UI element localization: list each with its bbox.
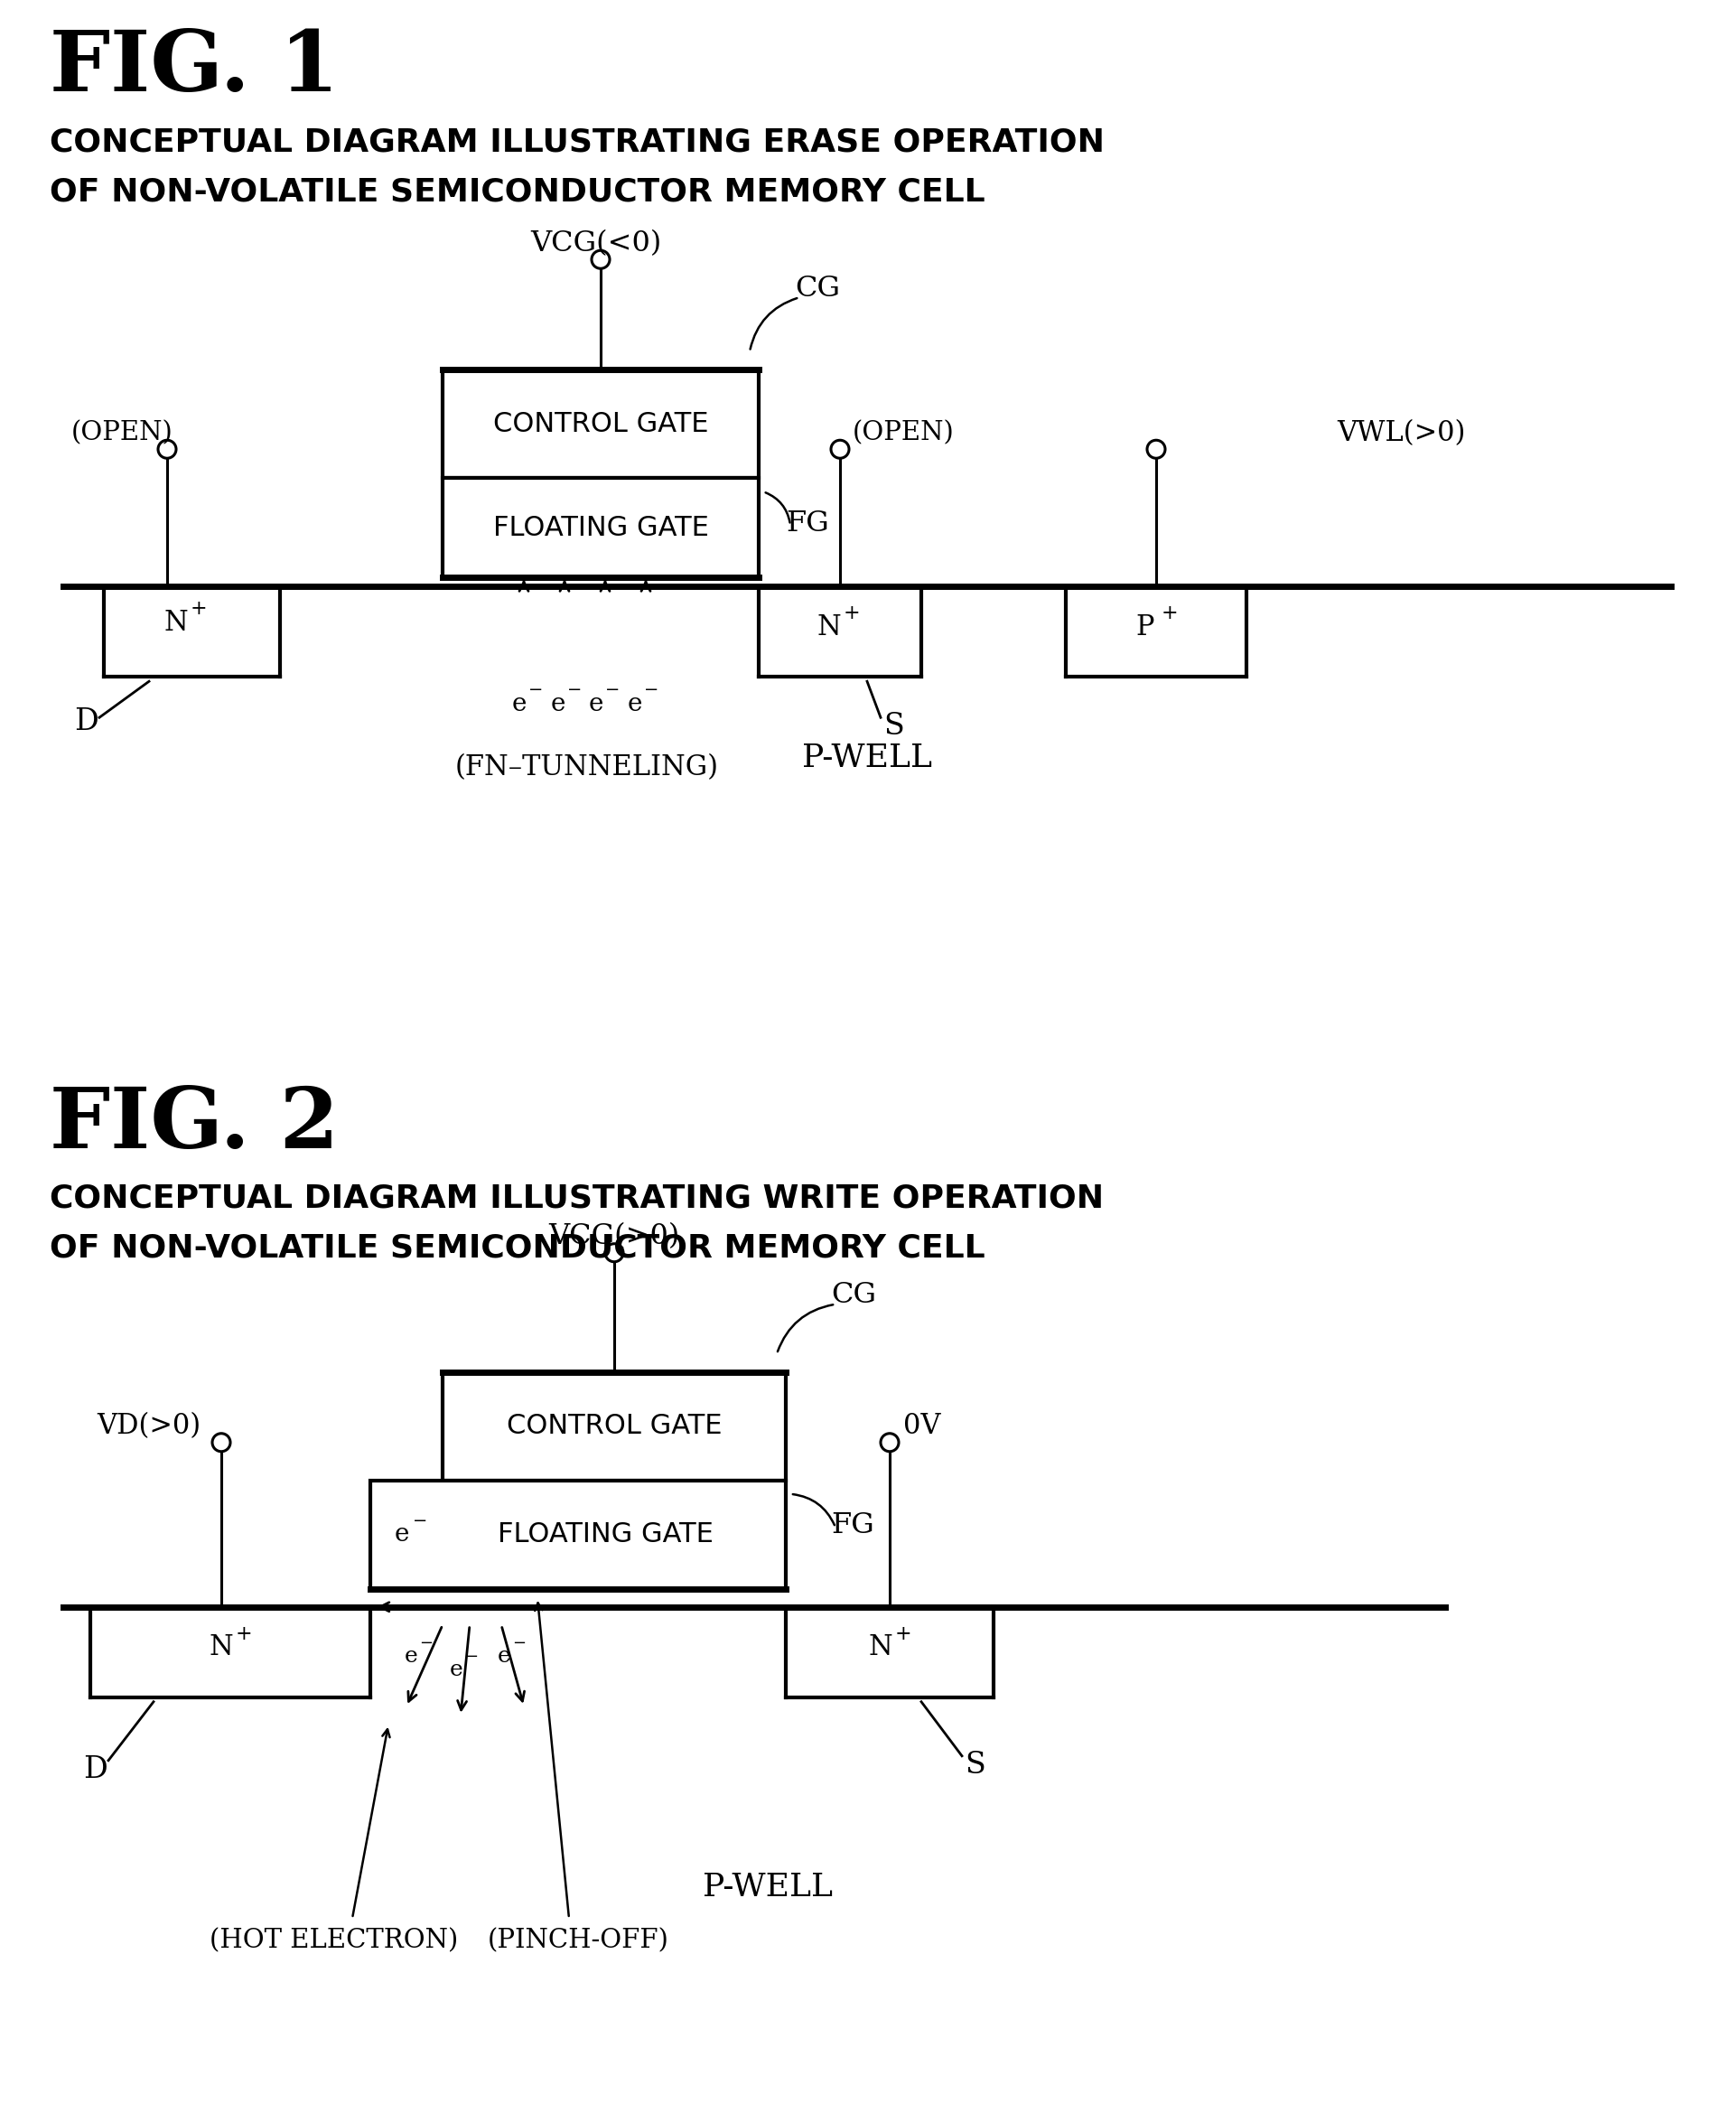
Text: −: − [512, 1635, 526, 1650]
Text: −: − [465, 1648, 479, 1665]
Bar [443, 370, 759, 478]
Text: (PINCH-OFF): (PINCH-OFF) [488, 1929, 668, 1955]
Text: −: − [528, 682, 543, 699]
Text: D: D [73, 708, 97, 737]
Text: CONCEPTUAL DIAGRAM ILLUSTRATING WRITE OPERATION: CONCEPTUAL DIAGRAM ILLUSTRATING WRITE OP… [50, 1183, 1104, 1213]
Text: D: D [83, 1756, 108, 1783]
Text: CONTROL GATE: CONTROL GATE [493, 410, 708, 437]
Bar [443, 478, 759, 577]
Text: N: N [163, 609, 187, 636]
Text: FIG. 2: FIG. 2 [50, 1084, 339, 1164]
Text: FLOATING GATE: FLOATING GATE [496, 1521, 713, 1547]
Text: e: e [589, 691, 604, 716]
Text: (HOT ELECTRON): (HOT ELECTRON) [210, 1929, 458, 1955]
Text: e: e [628, 691, 642, 716]
Text: +: + [236, 1625, 252, 1644]
Text: −: − [413, 1513, 427, 1530]
Text: +: + [1161, 604, 1179, 623]
Text: FIG. 1: FIG. 1 [50, 27, 339, 108]
Text: VD(>0): VD(>0) [97, 1411, 201, 1441]
Text: P: P [1135, 613, 1154, 640]
Text: N: N [818, 613, 842, 640]
Text: FG: FG [786, 509, 828, 537]
Text: VCG(>0): VCG(>0) [549, 1223, 681, 1251]
Text: VWL(>0): VWL(>0) [1337, 418, 1465, 448]
Text: CONTROL GATE: CONTROL GATE [507, 1414, 722, 1439]
Text: −: − [604, 682, 620, 699]
Text: +: + [191, 600, 207, 619]
Text: −: − [644, 682, 658, 699]
Text: −: − [568, 682, 582, 699]
Text: CG: CG [795, 275, 840, 302]
Bar [370, 1481, 786, 1589]
Text: S: S [965, 1750, 986, 1779]
Text: e: e [496, 1646, 510, 1667]
Text: FLOATING GATE: FLOATING GATE [493, 516, 708, 541]
Text: P-WELL: P-WELL [703, 1872, 833, 1902]
Text: 0V: 0V [903, 1411, 941, 1441]
Text: VCG(<0): VCG(<0) [531, 228, 661, 258]
Text: (OPEN): (OPEN) [852, 420, 955, 446]
Text: N: N [210, 1633, 233, 1661]
Text: (FN–TUNNELING): (FN–TUNNELING) [455, 752, 719, 782]
Text: e: e [512, 691, 526, 716]
Text: e: e [404, 1646, 418, 1667]
Text: e: e [550, 691, 566, 716]
Text: +: + [894, 1625, 911, 1644]
Bar [443, 1371, 786, 1481]
Text: e: e [450, 1659, 464, 1680]
Text: −: − [420, 1635, 434, 1650]
Text: N: N [868, 1633, 892, 1661]
Text: FG: FG [832, 1511, 875, 1540]
Text: +: + [844, 604, 859, 623]
Text: OF NON-VOLATILE SEMICONDUCTOR MEMORY CELL: OF NON-VOLATILE SEMICONDUCTOR MEMORY CEL… [50, 175, 984, 207]
Text: OF NON-VOLATILE SEMICONDUCTOR MEMORY CELL: OF NON-VOLATILE SEMICONDUCTOR MEMORY CEL… [50, 1232, 984, 1264]
Text: e: e [394, 1523, 410, 1547]
Text: (OPEN): (OPEN) [71, 420, 174, 446]
Text: CONCEPTUAL DIAGRAM ILLUSTRATING ERASE OPERATION: CONCEPTUAL DIAGRAM ILLUSTRATING ERASE OP… [50, 127, 1104, 156]
Text: CG: CG [832, 1280, 877, 1310]
Text: P-WELL: P-WELL [802, 744, 932, 773]
Text: S: S [884, 712, 904, 742]
